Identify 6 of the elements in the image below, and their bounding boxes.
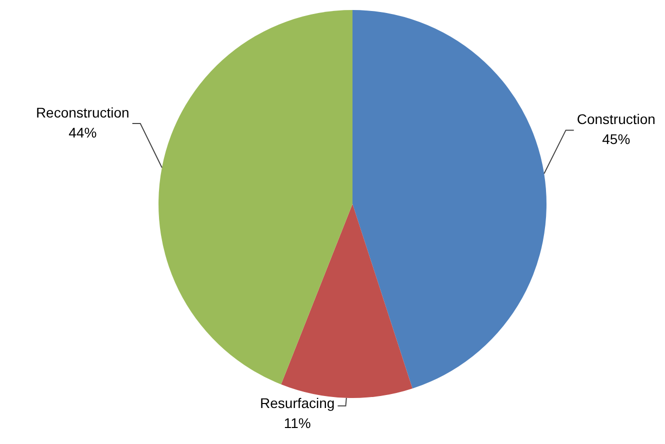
data-label: 11%: [284, 414, 311, 431]
slice-label: Resurfacing: [260, 394, 335, 411]
slice-label: Construction: [576, 111, 656, 128]
slice-label: Reconstruction: [36, 104, 130, 120]
data-label: 44%: [68, 124, 97, 140]
data-label: 45%: [602, 131, 630, 148]
